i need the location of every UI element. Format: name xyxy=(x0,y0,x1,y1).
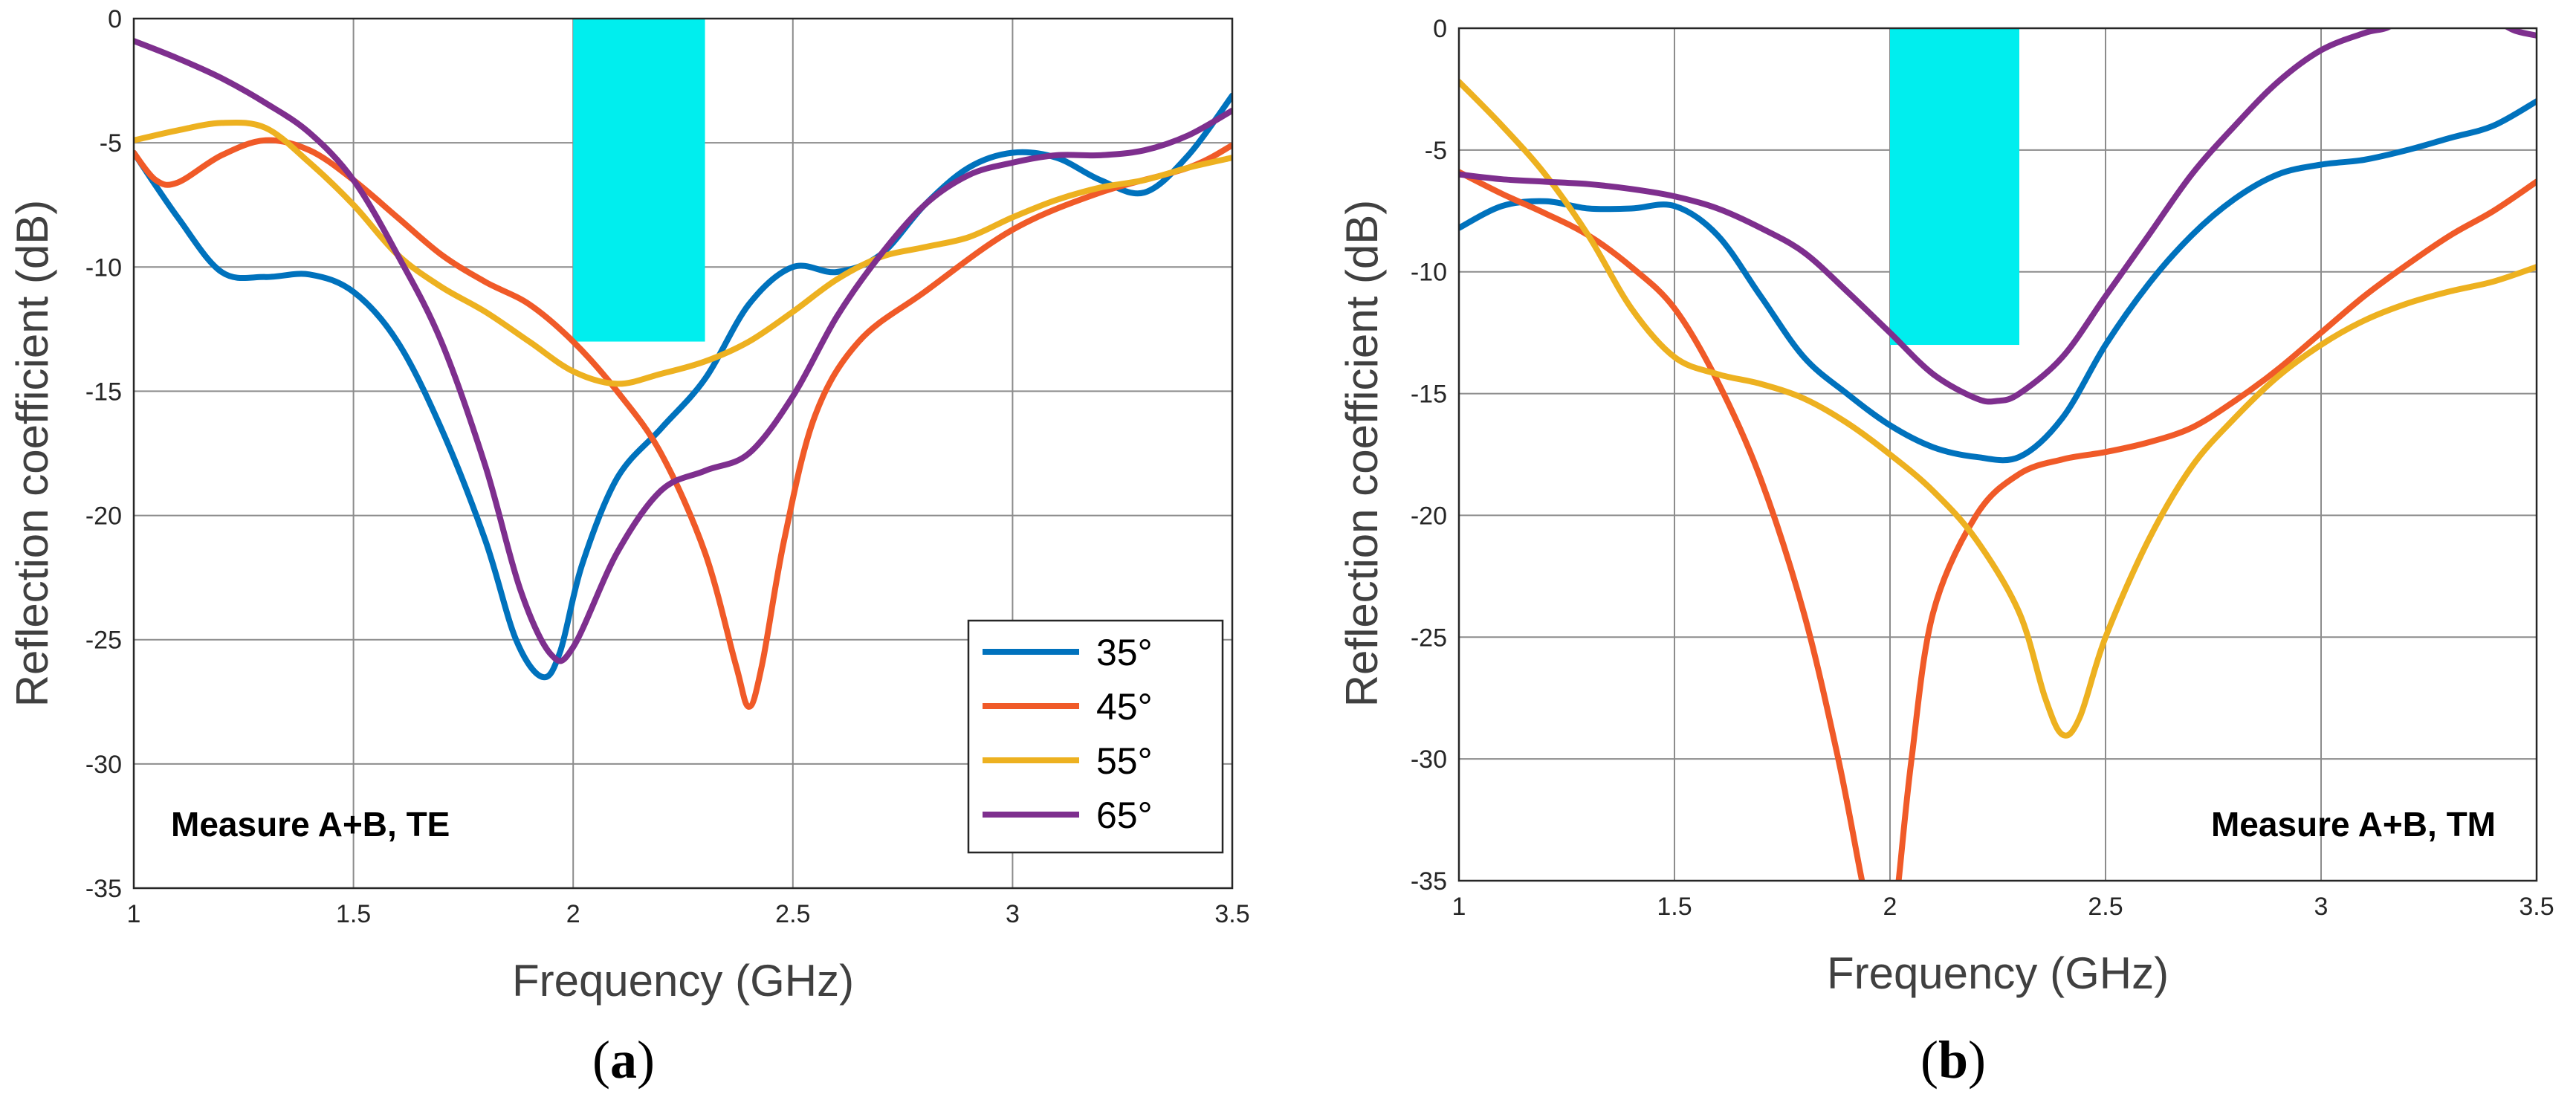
x-tick-label: 2 xyxy=(566,900,580,928)
series-line-45deg xyxy=(1459,169,2537,881)
series-line-65deg xyxy=(134,38,1232,664)
y-axis-label-b: Reflection coefficient (dB) xyxy=(1337,200,1387,708)
axes-frame-a xyxy=(132,17,1234,890)
x-tick-label: 1.5 xyxy=(336,900,371,928)
x-tick-labels-b: 1 1.5 2 2.5 3 3.5 xyxy=(1452,893,2554,921)
x-tick-label: 3 xyxy=(2314,893,2329,921)
legend-text-45: 45° xyxy=(1096,686,1153,728)
x-tick-label: 3.5 xyxy=(2519,893,2554,921)
legend-text-65: 65° xyxy=(1096,795,1153,836)
x-tick-label: 2 xyxy=(1883,893,1897,921)
axes-frame-b xyxy=(1457,27,2538,882)
x-tick-label: 1.5 xyxy=(1657,893,1692,921)
panel-label-b: (b) xyxy=(1920,1030,1986,1090)
panel-label-a: (a) xyxy=(592,1030,655,1090)
y-tick-label: -20 xyxy=(1411,502,1447,530)
y-tick-label: -30 xyxy=(1411,745,1447,774)
chart-panel-b: 1 1.5 2 2.5 3 3.5 0 -5 -10 -15 -20 -25 -30 -35 Frequ… xyxy=(1337,15,2554,1090)
y-tick-label: -10 xyxy=(85,253,122,282)
x-tick-label: 2.5 xyxy=(2088,893,2123,921)
y-tick-label: -25 xyxy=(1411,624,1447,652)
legend-text-35: 35° xyxy=(1096,632,1153,673)
series-group-a xyxy=(134,38,1232,710)
y-tick-label: -10 xyxy=(1411,259,1447,287)
chart-panel-a: 1 1.5 2 2.5 3 3.5 0 -5 -10 -15 -20 -25 -30 -35 Frequ… xyxy=(7,5,1250,1090)
x-tick-label: 1 xyxy=(127,900,141,928)
y-tick-label: -30 xyxy=(85,751,122,779)
y-tick-labels-b: 0 -5 -10 -15 -20 -25 -30 -35 xyxy=(1411,15,1447,896)
series-line-35deg xyxy=(134,92,1232,681)
annotation-a: Measure A+B, TE xyxy=(171,805,450,844)
y-tick-label: -15 xyxy=(1411,381,1447,409)
x-tick-label: 3.5 xyxy=(1214,900,1249,928)
y-tick-label: -5 xyxy=(1425,137,1447,165)
x-axis-label-b: Frequency (GHz) xyxy=(1827,948,2169,998)
y-tick-labels-a: 0 -5 -10 -15 -20 -25 -30 -35 xyxy=(85,5,122,903)
frequency-band-a xyxy=(573,19,705,342)
y-tick-label: -35 xyxy=(85,875,122,903)
series-group-b xyxy=(1459,28,2537,881)
series-line-55deg xyxy=(134,119,1232,387)
series-line-65deg xyxy=(1459,28,2537,405)
y-axis-label-a: Reflection coefficient (dB) xyxy=(7,200,57,708)
x-tick-labels-a: 1 1.5 2 2.5 3 3.5 xyxy=(127,900,1250,928)
y-tick-label: -35 xyxy=(1411,867,1447,896)
series-line-55deg xyxy=(1459,79,2537,739)
y-tick-label: -5 xyxy=(100,129,122,158)
x-tick-label: 2.5 xyxy=(775,900,810,928)
legend: 35° 45° 55° 65° xyxy=(967,619,1224,854)
x-tick-label: 1 xyxy=(1452,893,1466,921)
annotation-b: Measure A+B, TM xyxy=(2211,805,2496,844)
frequency-band-b xyxy=(1890,28,2019,346)
y-tick-label: 0 xyxy=(108,5,122,33)
series-line-45deg xyxy=(134,137,1232,710)
series-line-35deg xyxy=(1459,98,2537,464)
y-tick-label: -20 xyxy=(85,502,122,531)
y-tick-label: -25 xyxy=(85,627,122,655)
legend-text-55: 55° xyxy=(1096,740,1153,782)
y-tick-label: 0 xyxy=(1433,15,1447,43)
x-tick-label: 3 xyxy=(1006,900,1020,928)
y-tick-label: -15 xyxy=(85,378,122,406)
x-axis-label-a: Frequency (GHz) xyxy=(512,956,854,1006)
legend-box xyxy=(967,619,1224,854)
